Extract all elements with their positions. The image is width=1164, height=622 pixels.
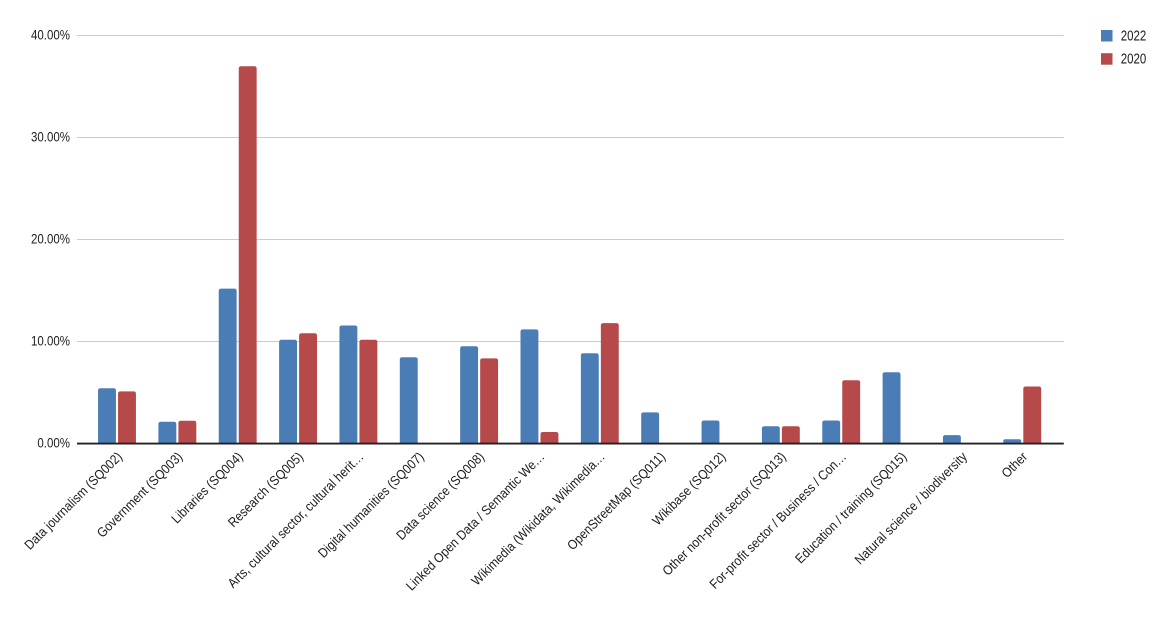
svg-text:0.00%: 0.00% xyxy=(37,436,70,451)
svg-text:2020: 2020 xyxy=(1121,52,1147,68)
svg-text:10.00%: 10.00% xyxy=(31,334,70,349)
svg-text:20.00%: 20.00% xyxy=(31,232,70,247)
svg-text:40.00%: 40.00% xyxy=(31,28,70,43)
svg-text:30.00%: 30.00% xyxy=(31,130,70,145)
svg-text:2022: 2022 xyxy=(1121,28,1147,44)
